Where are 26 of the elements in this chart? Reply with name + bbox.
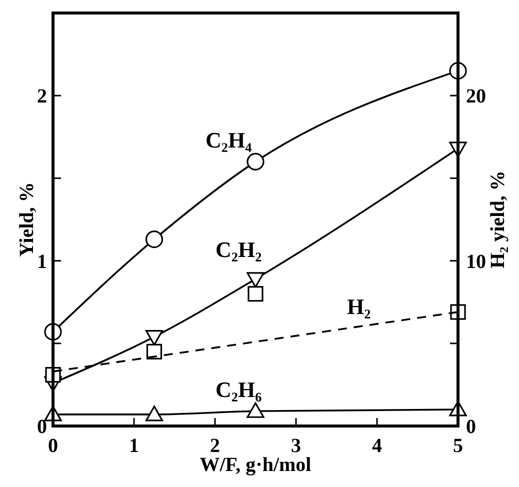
y-tick-label: 0 [37, 416, 47, 438]
point [246, 402, 264, 418]
series-label: H₂ [347, 294, 372, 319]
series-label: C₂H₆ [216, 377, 262, 402]
y-tick-label: 2 [37, 86, 47, 108]
x-tick-label: 4 [372, 435, 382, 457]
y-axis-title: Yield, % [16, 182, 38, 257]
x-tick-label: 2 [210, 435, 220, 457]
point [246, 272, 264, 288]
point [246, 152, 264, 170]
y2-tick-label: 20 [466, 86, 486, 108]
x-axis-title: W/F, g·h/mol [200, 454, 312, 476]
x-tick-label: 5 [453, 435, 463, 457]
point [248, 286, 264, 302]
point [145, 330, 164, 346]
x-tick-label: 3 [291, 435, 301, 457]
y2-tick-label: 10 [466, 250, 486, 273]
point [145, 406, 164, 422]
y-tick-label: 1 [37, 250, 47, 273]
point [145, 230, 164, 248]
x-tick-label: 1 [129, 435, 139, 457]
series-label: C₂H₂ [216, 236, 262, 262]
point [146, 344, 162, 360]
y2-axis-title: H₂ yield, % [487, 170, 509, 268]
series-label: C₂H₄ [206, 128, 252, 153]
y2-tick-label: 0 [466, 416, 476, 438]
